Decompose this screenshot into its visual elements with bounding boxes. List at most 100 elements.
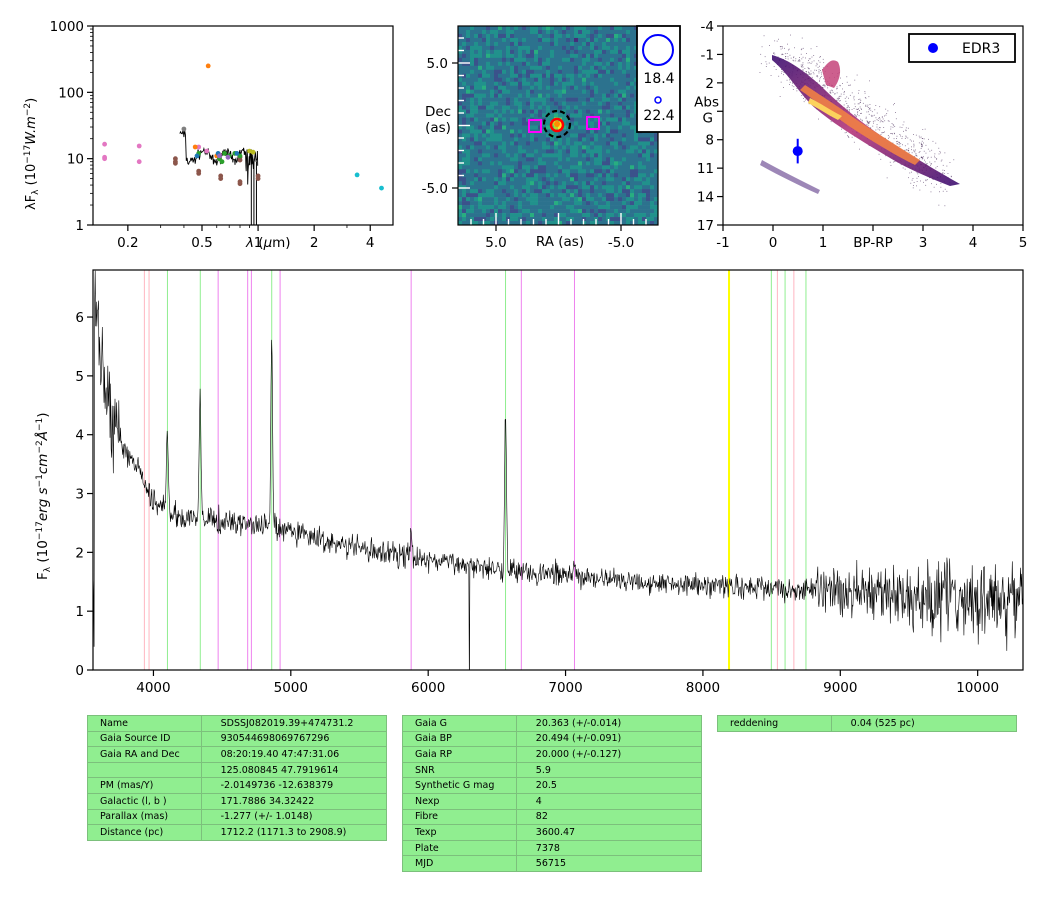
- image-pixel: [530, 113, 535, 118]
- table-label-cell: Fibre: [402, 808, 517, 826]
- image-pixel: [602, 157, 607, 162]
- image-pixel: [578, 145, 583, 150]
- image-pixel: [602, 141, 607, 146]
- image-pixel: [582, 137, 587, 142]
- image-pixel: [530, 125, 535, 130]
- sed-data-point: [250, 149, 256, 155]
- image-pixel: [474, 101, 479, 106]
- hr-background-star: [782, 47, 783, 49]
- image-pixel: [462, 61, 467, 67]
- image-pixel: [618, 29, 623, 35]
- image-pixel: [582, 205, 587, 210]
- image-pixel: [510, 161, 515, 166]
- image-pixel: [574, 221, 579, 225]
- image-pixel: [486, 33, 491, 39]
- image-pixel: [558, 97, 563, 102]
- image-pixel: [522, 129, 527, 134]
- image-pixel: [470, 161, 475, 166]
- image-pixel: [586, 89, 591, 94]
- image-pixel: [506, 77, 511, 83]
- hr-background-star: [857, 112, 858, 114]
- image-pixel: [622, 137, 627, 142]
- image-pixel: [646, 193, 651, 198]
- image-pixel: [630, 89, 635, 94]
- image-pixel: [486, 201, 491, 206]
- hr-background-star: [938, 153, 940, 155]
- table-row: Texp 3600.47: [402, 824, 703, 841]
- image-pixel: [474, 41, 479, 47]
- image-pixel: [506, 205, 511, 210]
- image-pixel: [562, 197, 567, 202]
- image-pixel: [610, 145, 615, 150]
- image-pixel: [506, 49, 511, 55]
- image-pixel: [502, 117, 507, 122]
- image-pixel: [594, 117, 599, 122]
- image-pixel: [598, 165, 603, 170]
- image-pixel: [618, 81, 623, 86]
- image-pixel: [566, 29, 571, 35]
- image-pixel: [458, 53, 463, 59]
- image-pixel: [462, 149, 467, 154]
- hr-background-star: [818, 72, 820, 74]
- image-pixel: [614, 221, 619, 225]
- image-pixel: [598, 157, 603, 162]
- image-pixel: [502, 201, 507, 206]
- image-pixel: [506, 117, 511, 122]
- image-pixel: [510, 145, 515, 150]
- image-pixel: [510, 65, 515, 71]
- image-pixel: [626, 101, 631, 106]
- image-pixel: [622, 81, 627, 86]
- image-pixel: [466, 109, 471, 114]
- image-pixel: [566, 157, 571, 162]
- image-pixel: [554, 45, 559, 51]
- image-pixel: [570, 129, 575, 134]
- hr-background-star: [892, 142, 894, 144]
- image-pixel: [466, 221, 471, 225]
- hr-background-star: [942, 164, 944, 166]
- image-pixel: [638, 193, 643, 198]
- image-pixel: [546, 165, 551, 170]
- hr-background-star: [807, 67, 809, 69]
- table-label-cell: Gaia RA and Dec: [87, 746, 202, 763]
- image-pixel: [566, 197, 571, 202]
- image-pixel: [522, 33, 527, 39]
- hr-background-star: [861, 112, 862, 114]
- image-pixel: [654, 149, 658, 154]
- image-pixel: [650, 181, 655, 186]
- hr-background-star: [819, 56, 821, 58]
- image-pixel: [478, 181, 483, 186]
- image-pixel: [530, 169, 535, 174]
- image-pixel: [562, 69, 567, 75]
- image-pixel: [638, 161, 643, 166]
- image-pixel: [602, 49, 607, 55]
- hr-background-star: [925, 152, 927, 154]
- image-pixel: [570, 81, 575, 86]
- image-pixel: [502, 97, 507, 102]
- hr-background-star: [921, 158, 923, 160]
- image-pixel: [598, 117, 603, 122]
- image-pixel: [474, 37, 479, 43]
- hr-background-star: [941, 159, 943, 161]
- hr-background-star: [818, 60, 820, 62]
- image-pixel: [466, 141, 471, 146]
- image-pixel: [622, 93, 627, 98]
- hr-background-star: [942, 172, 944, 174]
- image-pixel: [498, 69, 503, 75]
- image-pixel: [578, 113, 583, 118]
- hr-background-star: [907, 137, 909, 139]
- hr-background-star: [905, 129, 907, 131]
- image-pixel: [466, 177, 471, 182]
- hr-background-star: [819, 80, 820, 82]
- hr-background-star: [925, 179, 927, 181]
- image-pixel: [542, 181, 547, 186]
- sed-y-tick-label: 10: [67, 152, 84, 168]
- hr-background-star: [810, 48, 812, 50]
- image-pixel: [514, 125, 519, 130]
- image-pixel: [506, 69, 511, 75]
- hr-background-star: [918, 135, 920, 137]
- table-label-cell: MJD: [402, 855, 517, 872]
- image-pixel: [618, 217, 623, 222]
- hr-background-star: [800, 53, 802, 55]
- image-pixel: [610, 109, 615, 114]
- hr-background-star: [820, 71, 822, 73]
